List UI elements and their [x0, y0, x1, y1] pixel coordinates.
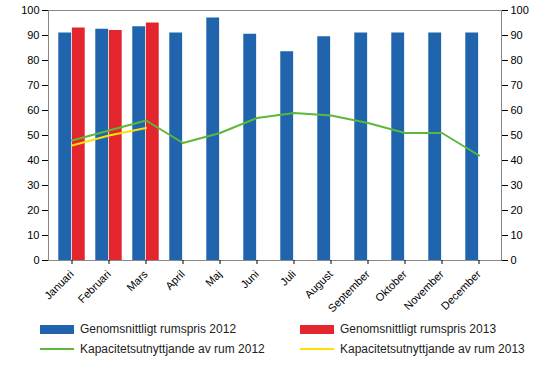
svg-text:Mars: Mars: [124, 267, 150, 293]
svg-text:December: December: [439, 268, 484, 313]
svg-text:80: 80: [27, 54, 39, 66]
svg-text:60: 60: [511, 104, 523, 116]
svg-text:50: 50: [511, 129, 523, 141]
svg-text:90: 90: [511, 29, 523, 41]
svg-text:70: 70: [27, 79, 39, 91]
svg-text:April: April: [163, 268, 187, 292]
svg-text:Januari: Januari: [42, 268, 76, 302]
svg-text:Juni: Juni: [238, 268, 261, 291]
svg-text:Februari: Februari: [75, 268, 112, 305]
svg-text:10: 10: [27, 229, 39, 241]
svg-text:10: 10: [511, 229, 523, 241]
svg-text:100: 100: [511, 4, 529, 16]
html-text:Kapacitetsutnyttjande av rum 2: Kapacitetsutnyttjande av rum 2013: [340, 342, 525, 356]
svg-text:50: 50: [27, 129, 39, 141]
svg-text:Juli: Juli: [278, 268, 298, 288]
svg-text:August: August: [302, 268, 335, 301]
svg-text:0: 0: [33, 254, 39, 266]
svg-text:40: 40: [27, 154, 39, 166]
svg-text:November: November: [401, 267, 446, 313]
html-text:Genomsnittligt rumspris 2013: Genomsnittligt rumspris 2013: [340, 322, 497, 336]
svg-text:30: 30: [27, 179, 39, 191]
svg-text:80: 80: [511, 54, 523, 66]
svg-text:60: 60: [27, 104, 39, 116]
svg-text:70: 70: [511, 79, 523, 91]
svg-text:30: 30: [511, 179, 523, 191]
html-text:Kapacitetsutnyttjande av rum 2: Kapacitetsutnyttjande av rum 2012: [80, 342, 265, 356]
svg-text:90: 90: [27, 29, 39, 41]
svg-text:Oktober: Oktober: [373, 268, 409, 304]
svg-text:0: 0: [511, 254, 517, 266]
html-text:Genomsnittligt rumspris 2012: Genomsnittligt rumspris 2012: [80, 322, 237, 336]
svg-text:September: September: [325, 268, 372, 315]
svg-text:Maj: Maj: [203, 268, 224, 289]
svg-text:20: 20: [511, 204, 523, 216]
svg-text:40: 40: [511, 154, 523, 166]
svg-text:20: 20: [27, 204, 39, 216]
svg-text:100: 100: [21, 4, 39, 16]
